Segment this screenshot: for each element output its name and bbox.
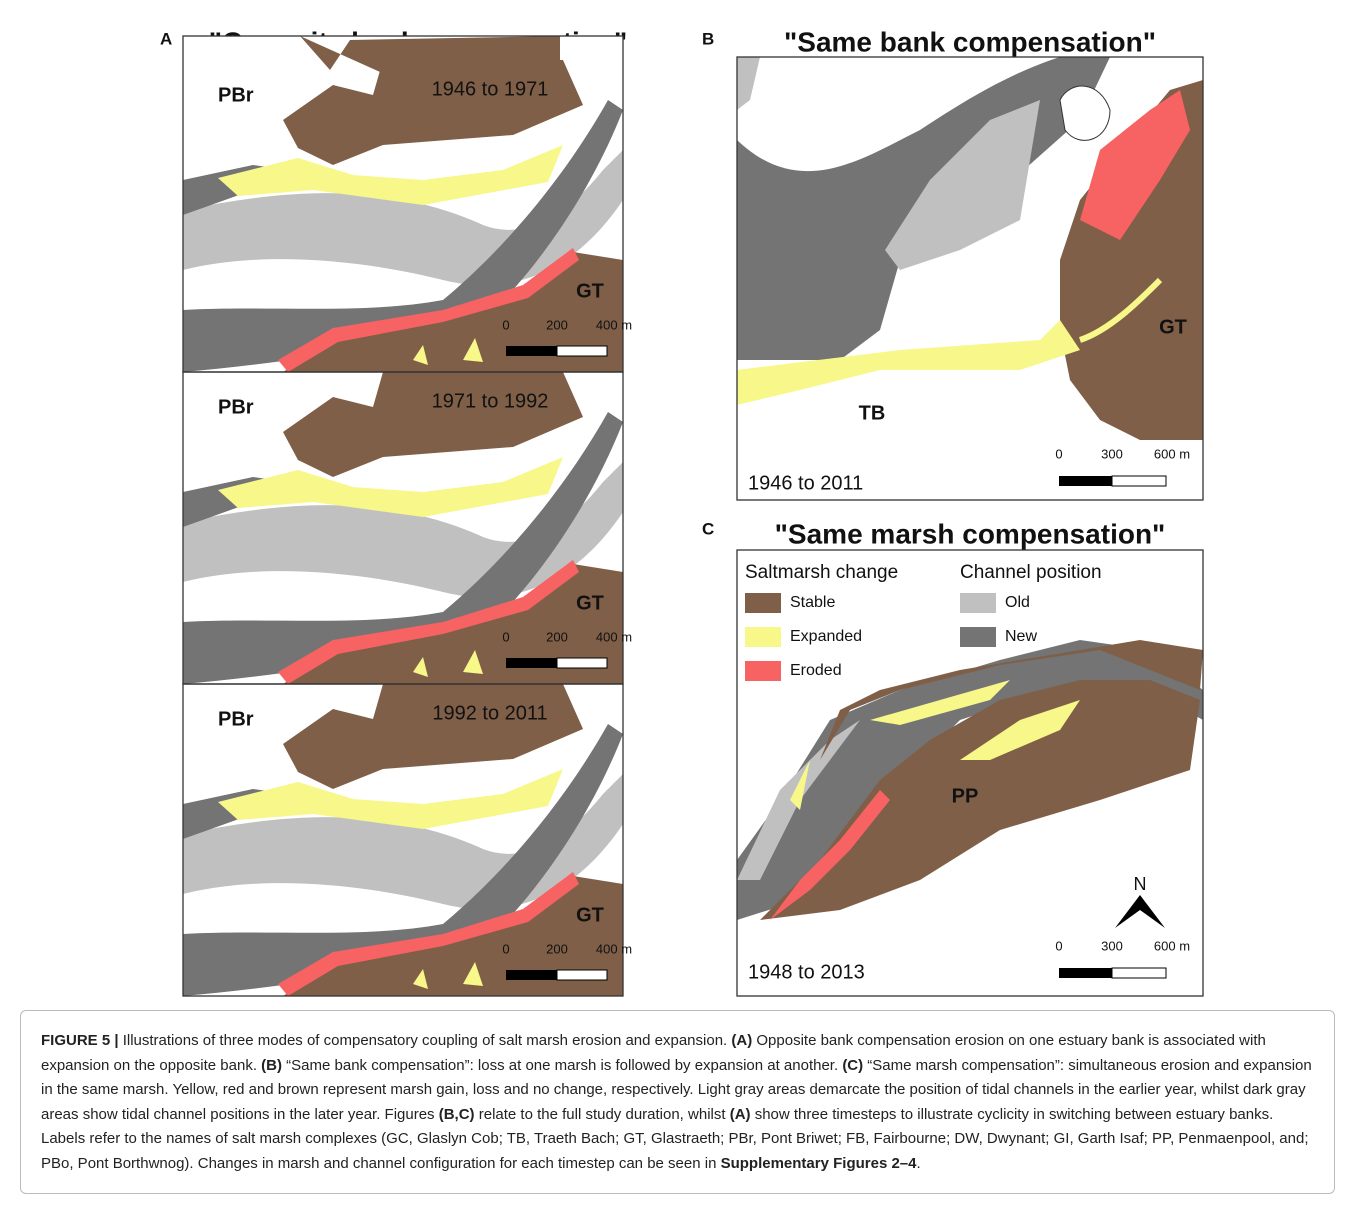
legend-label: Expanded: [790, 628, 862, 645]
panel-title: "Same marsh compensation": [775, 518, 1166, 549]
scale-bar: [556, 657, 608, 669]
scale-label: 400 m: [596, 941, 632, 956]
period: 1971 to 1992: [432, 390, 549, 412]
legend-label: Old: [1005, 594, 1030, 611]
caption-text: .: [916, 1154, 921, 1172]
caption-text: show three timesteps to illustrate cycli…: [41, 1105, 1309, 1172]
scale-label: 300: [1101, 446, 1123, 461]
scale-label: 0: [502, 629, 509, 644]
site-label: TB: [859, 402, 886, 424]
caption-text: “Same marsh compensation”: simultaneous …: [41, 1056, 1312, 1123]
period: 1946 to 2011: [748, 472, 863, 494]
north-arrow: [1115, 895, 1165, 928]
legend-swatch: [960, 593, 996, 613]
scale-bar: [506, 346, 557, 356]
scale-bar: [1059, 476, 1112, 486]
legend-swatch: [960, 627, 996, 647]
legend-title: Channel position: [960, 562, 1102, 583]
scale-bar: [1111, 475, 1167, 487]
scale-label: 400 m: [596, 629, 632, 644]
panel-letter: C: [702, 519, 714, 538]
site-label: GT: [1159, 316, 1187, 338]
legend-label: New: [1005, 628, 1037, 645]
caption-text: (B): [261, 1056, 282, 1074]
site-label: PBr: [218, 396, 254, 418]
panel-title: "Same bank compensation": [784, 26, 1156, 57]
map: [737, 57, 1203, 500]
map-frame: [736, 549, 1204, 997]
scale-label: 600 m: [1154, 446, 1190, 461]
legend-label: Stable: [790, 594, 835, 611]
legend-swatch: [745, 593, 781, 613]
scale-label: 200: [546, 317, 568, 332]
caption-text: Supplementary Figures 2–4: [720, 1154, 917, 1172]
scale-label: 400 m: [596, 317, 632, 332]
scale-label: 300: [1101, 938, 1123, 953]
scale-label: 0: [502, 317, 509, 332]
legend-swatch: [745, 661, 781, 681]
caption-text: (B,C): [438, 1105, 475, 1123]
caption-text: (A): [729, 1105, 751, 1123]
legend-swatch: [745, 627, 781, 647]
panel-letter: B: [702, 29, 714, 48]
panel-letter: A: [160, 29, 172, 48]
site-label: GT: [576, 592, 604, 614]
scale-bar: [506, 658, 557, 668]
period: 1992 to 2011: [432, 702, 547, 724]
scale-bar: [1059, 968, 1112, 978]
caption-text: FIGURE 5 |: [41, 1032, 119, 1049]
caption-text: relate to the full study duration, whils…: [474, 1105, 730, 1123]
caption-text: “Same bank compensation”: loss at one ma…: [282, 1056, 843, 1074]
scale-label: 200: [546, 629, 568, 644]
caption-text: (A): [731, 1032, 753, 1049]
scale-bar: [506, 970, 557, 980]
caption-text: Opposite bank compensation erosion on on…: [41, 1032, 1266, 1074]
scale-label: 200: [546, 941, 568, 956]
site-label: GT: [576, 904, 604, 926]
site-label: PBr: [218, 708, 254, 730]
scale-bar: [556, 345, 608, 357]
site-label: GT: [576, 280, 604, 302]
scale-label: 0: [502, 941, 509, 956]
caption: FIGURE 5 | Illustrations of three modes …: [20, 1010, 1335, 1194]
map-frame: [182, 683, 624, 997]
map: [737, 550, 1203, 996]
north-label: N: [1134, 874, 1147, 894]
site-label: PP: [952, 785, 979, 807]
scale-bar: [556, 969, 608, 981]
legend-label: Eroded: [790, 662, 842, 679]
period: 1948 to 2013: [748, 961, 865, 983]
caption-text: Illustrations of three modes of compensa…: [118, 1032, 732, 1049]
scale-label: 0: [1055, 938, 1062, 953]
scale-label: 0: [1055, 446, 1062, 461]
caption-text: (C): [842, 1056, 864, 1074]
map-frame: [736, 56, 1204, 501]
scale-label: 600 m: [1154, 938, 1190, 953]
period: 1946 to 1971: [432, 78, 549, 100]
scale-bar: [1111, 967, 1167, 979]
site-label: PBr: [218, 84, 254, 106]
legend-title: Saltmarsh change: [745, 562, 898, 583]
